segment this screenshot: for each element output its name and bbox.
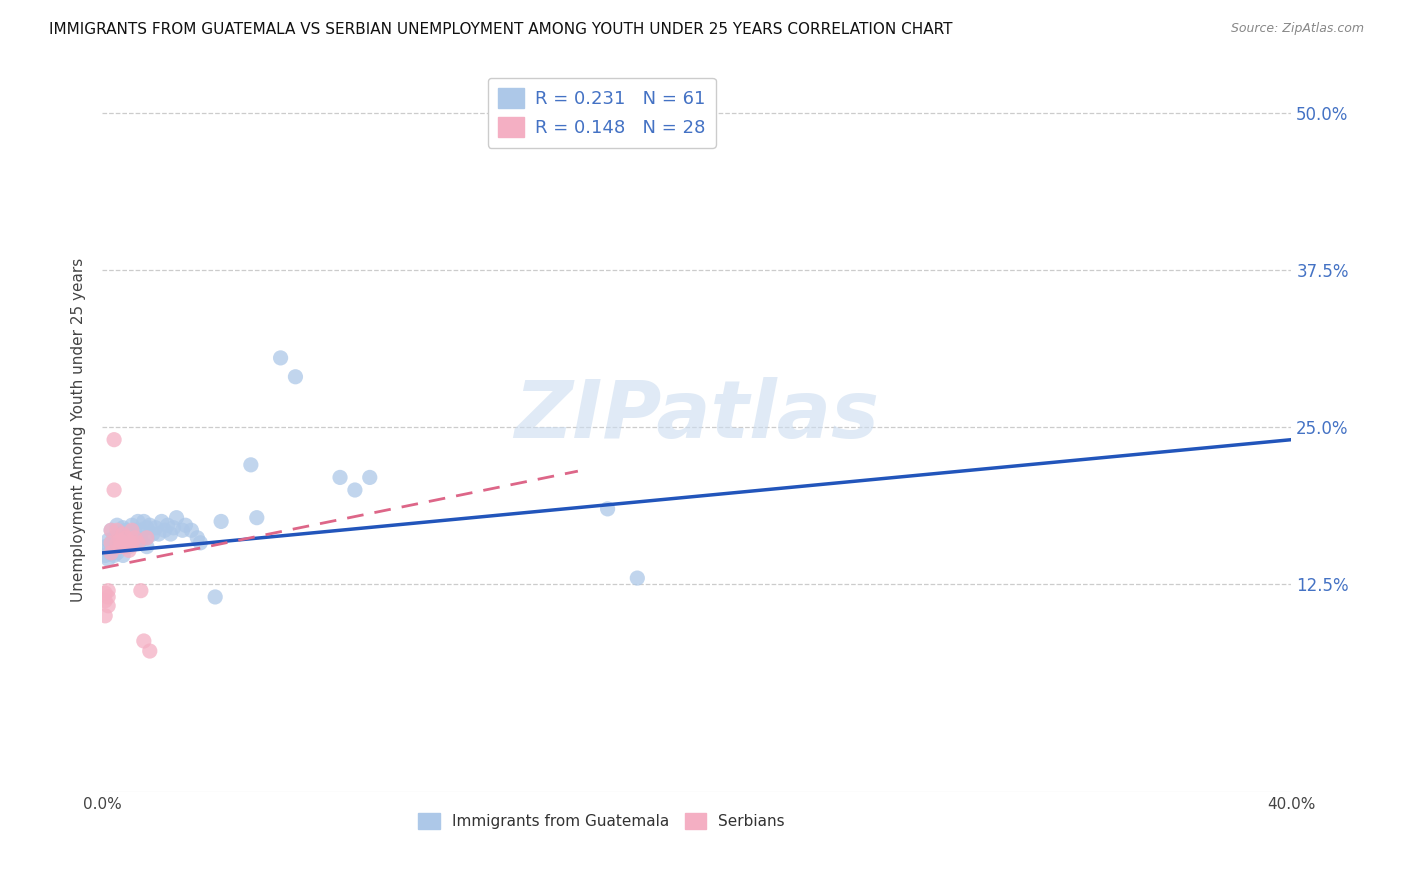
Point [180,523,202,537]
Point [111,527,134,541]
Point [108,540,131,554]
Point [135,531,157,545]
Point [100,523,122,537]
Point [246,510,269,524]
Point [94,540,117,554]
Point [121,536,143,550]
Point [142,527,165,541]
Point [94,549,117,563]
Point [105,546,128,560]
Point [94,608,117,623]
Point [97,533,120,548]
Point [111,549,134,563]
Point [103,433,125,447]
Point [626,571,648,585]
Point [111,521,134,535]
Point [115,540,138,554]
Point [172,523,194,537]
Point [132,515,155,529]
Point [118,527,141,541]
Point [105,533,128,548]
Point [100,523,122,537]
Point [100,536,122,550]
Point [118,543,141,558]
Point [108,536,131,550]
Point [97,583,120,598]
Point [135,521,157,535]
Point [103,483,125,497]
Point [159,527,181,541]
Point [115,533,138,548]
Point [103,549,125,563]
Point [186,531,208,545]
Point [121,531,143,545]
Point [124,536,146,550]
Point [115,531,138,545]
Point [105,518,128,533]
Point [135,531,157,545]
Point [127,536,149,550]
Point [94,593,117,607]
Point [239,458,262,472]
Text: ZIPatlas: ZIPatlas [515,376,879,455]
Point [162,521,184,535]
Point [100,546,122,560]
Text: Source: ZipAtlas.com: Source: ZipAtlas.com [1230,22,1364,36]
Point [135,540,157,554]
Point [129,523,152,537]
Point [145,521,167,535]
Point [97,552,120,566]
Point [174,518,197,533]
Point [204,590,226,604]
Point [108,527,131,541]
Point [111,536,134,550]
Point [270,351,292,365]
Point [94,586,117,600]
Point [150,515,173,529]
Point [100,536,122,550]
Text: IMMIGRANTS FROM GUATEMALA VS SERBIAN UNEMPLOYMENT AMONG YOUTH UNDER 25 YEARS COR: IMMIGRANTS FROM GUATEMALA VS SERBIAN UNE… [49,22,953,37]
Point [121,523,143,537]
Point [153,523,176,537]
Point [118,540,141,554]
Point [97,599,120,613]
Point [343,483,366,497]
Point [139,518,162,533]
Point [129,533,152,548]
Point [148,527,170,541]
Legend: Immigrants from Guatemala, Serbians: Immigrants from Guatemala, Serbians [412,806,792,835]
Point [105,523,128,537]
Point [156,518,179,533]
Point [127,515,149,529]
Point [103,531,125,545]
Point [127,531,149,545]
Point [209,515,232,529]
Point [188,536,211,550]
Point [329,470,352,484]
Point [132,634,155,648]
Point [118,536,141,550]
Point [111,536,134,550]
Point [97,590,120,604]
Point [105,536,128,550]
Point [100,546,122,560]
Point [284,369,307,384]
Y-axis label: Unemployment Among Youth under 25 years: Unemployment Among Youth under 25 years [72,258,86,602]
Point [108,533,131,548]
Point [97,543,120,558]
Point [124,523,146,537]
Point [166,510,188,524]
Point [115,523,138,537]
Point [121,518,143,533]
Point [124,531,146,545]
Point [359,470,381,484]
Point [596,501,619,516]
Point [129,583,152,598]
Point [103,540,125,554]
Point [139,644,162,658]
